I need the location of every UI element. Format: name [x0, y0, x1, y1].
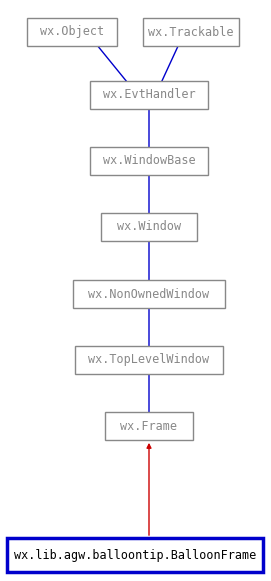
FancyBboxPatch shape	[75, 346, 223, 374]
Text: wx.Window: wx.Window	[117, 221, 181, 234]
Text: wx.NonOwnedWindow: wx.NonOwnedWindow	[88, 288, 209, 300]
Text: wx.EvtHandler: wx.EvtHandler	[103, 88, 195, 102]
FancyBboxPatch shape	[143, 18, 239, 46]
FancyBboxPatch shape	[7, 538, 263, 572]
FancyBboxPatch shape	[105, 412, 193, 440]
FancyBboxPatch shape	[27, 18, 117, 46]
Text: wx.lib.agw.balloontip.BalloonFrame: wx.lib.agw.balloontip.BalloonFrame	[14, 548, 256, 561]
FancyBboxPatch shape	[90, 81, 208, 109]
Text: wx.WindowBase: wx.WindowBase	[103, 155, 195, 167]
Text: wx.Frame: wx.Frame	[121, 419, 178, 432]
Text: wx.Trackable: wx.Trackable	[148, 26, 234, 38]
Text: wx.Object: wx.Object	[40, 26, 104, 38]
FancyBboxPatch shape	[73, 280, 225, 308]
FancyBboxPatch shape	[90, 147, 208, 175]
Text: wx.TopLevelWindow: wx.TopLevelWindow	[88, 353, 209, 367]
FancyBboxPatch shape	[101, 213, 197, 241]
